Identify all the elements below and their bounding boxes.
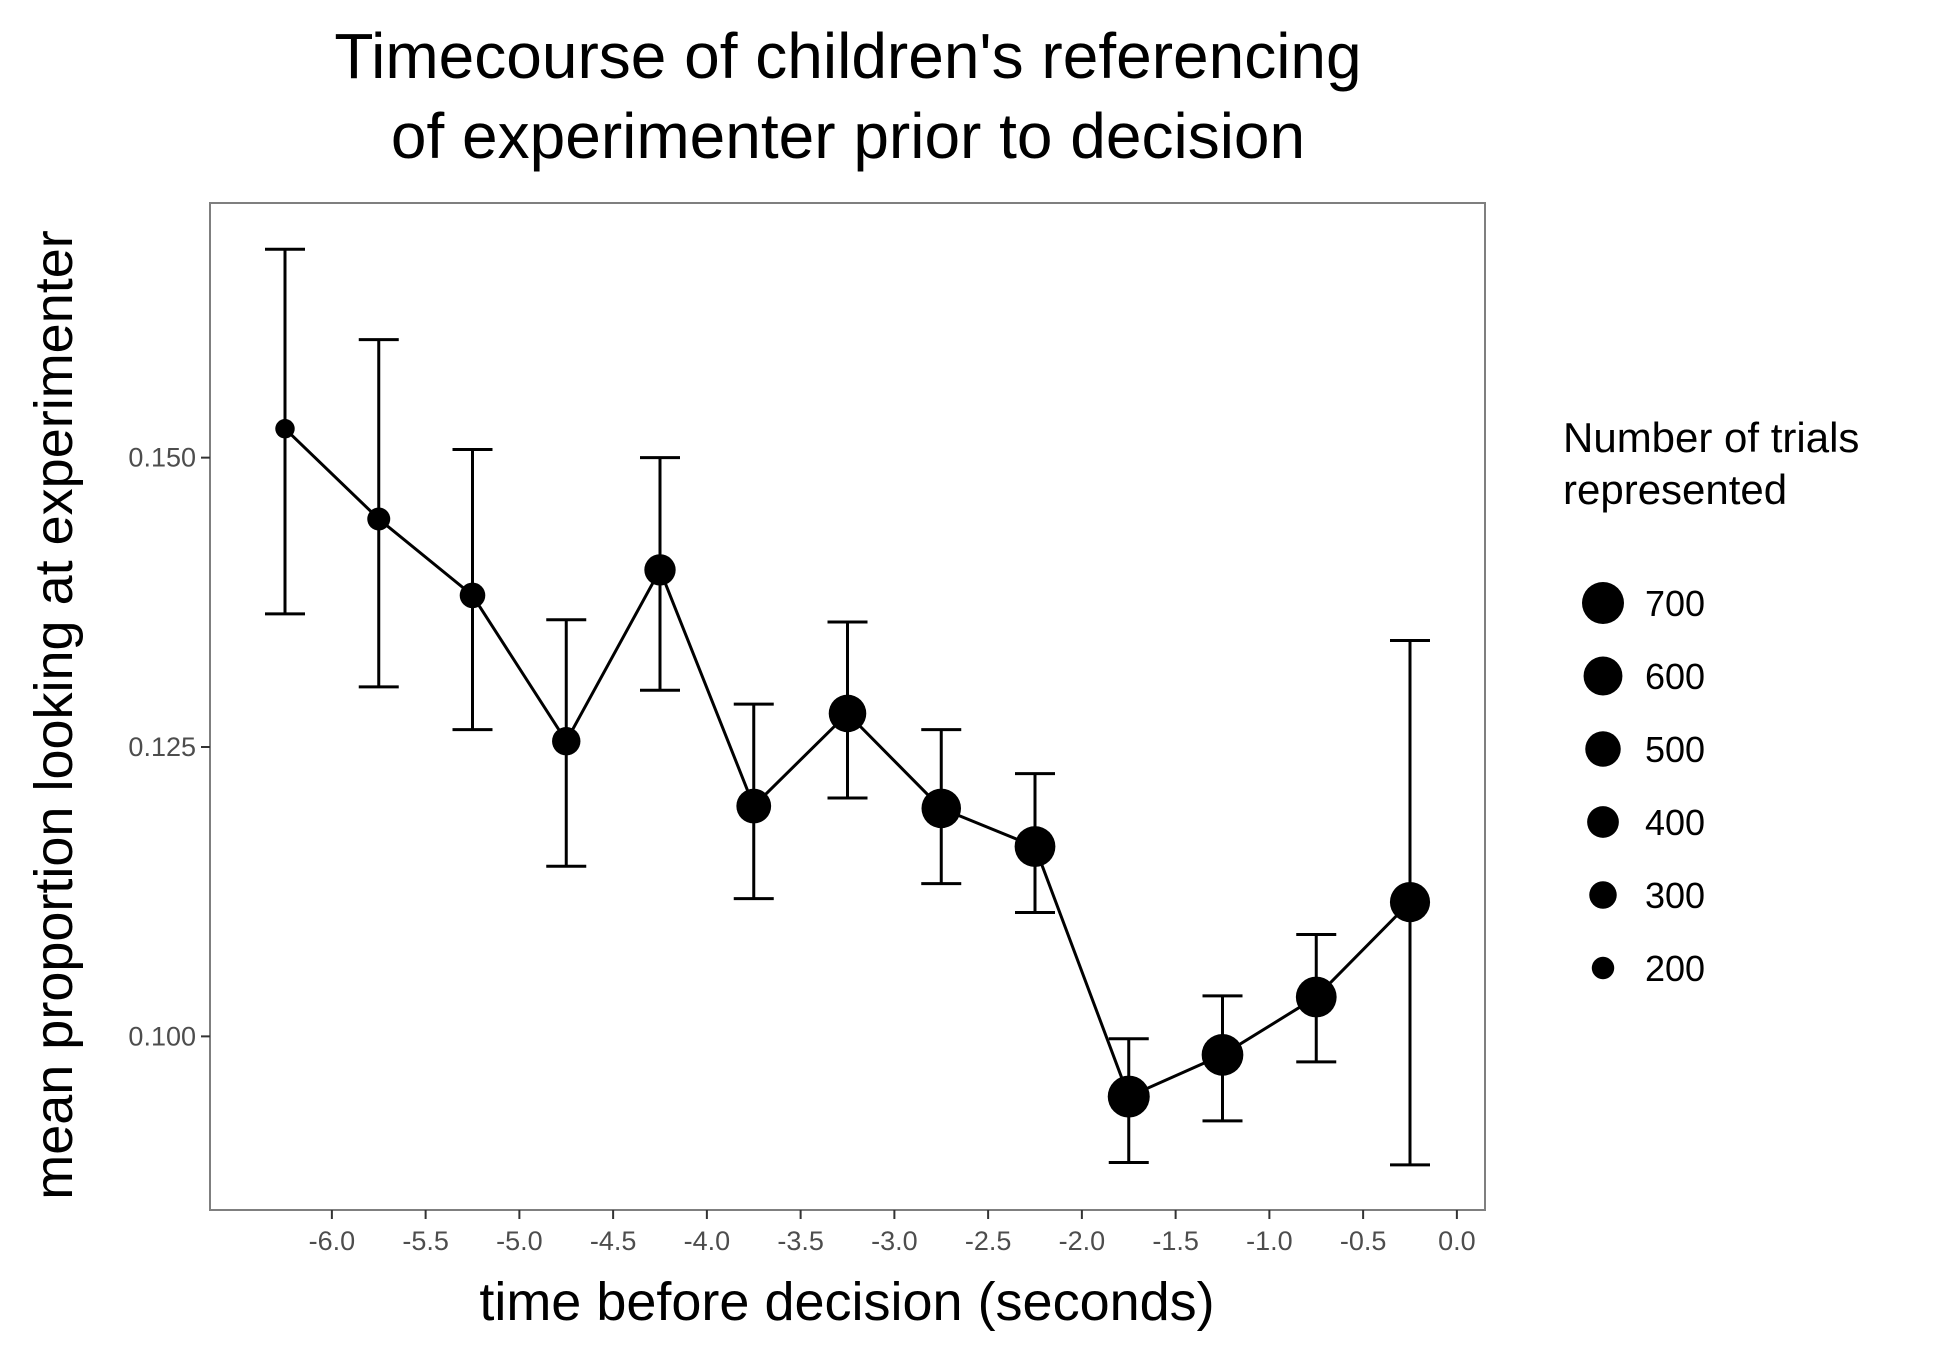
- legend-entry: 400: [1587, 802, 1705, 843]
- data-point: [828, 694, 867, 733]
- x-tick-label: -3.0: [871, 1226, 918, 1256]
- x-tick-label: -1.5: [1152, 1226, 1199, 1256]
- legend-key-circle: [1587, 806, 1619, 838]
- legend-entry: 600: [1583, 656, 1705, 697]
- x-tick-label: -0.5: [1340, 1226, 1387, 1256]
- legend-entry: 300: [1589, 875, 1705, 916]
- legend-key-circle: [1583, 656, 1623, 696]
- x-tick-label: -2.5: [965, 1226, 1012, 1256]
- data-point: [367, 507, 391, 531]
- x-axis: -6.0 -5.5 -5.0 -4.5 -4.0 -3.5 -3.0 -2.5 -2.0 -1.5…: [309, 1210, 1476, 1256]
- y-axis-label: mean proportion looking at experimenter: [24, 230, 84, 1200]
- y-tick-label: 0.125: [128, 732, 196, 762]
- x-tick-label: -5.0: [496, 1226, 543, 1256]
- x-tick-label: -5.5: [402, 1226, 449, 1256]
- x-tick-label: -4.5: [590, 1226, 637, 1256]
- x-tick-label: -6.0: [309, 1226, 356, 1256]
- data-point: [1107, 1075, 1150, 1118]
- size-legend: Number of trials represented 700 600 500 400 3…: [1563, 414, 1859, 989]
- legend-entry: 200: [1591, 948, 1705, 989]
- y-axis: 0.100 0.125 0.150: [128, 443, 210, 1051]
- data-point: [459, 582, 486, 609]
- data-point: [1389, 882, 1431, 923]
- data-point: [644, 554, 676, 586]
- legend-entry: 700: [1582, 582, 1705, 624]
- x-axis-label: time before decision (seconds): [479, 1272, 1214, 1332]
- data-point: [1295, 976, 1337, 1018]
- legend-entry: 500: [1585, 729, 1705, 770]
- x-tick-label: 0.0: [1438, 1226, 1476, 1256]
- data-point: [736, 788, 772, 824]
- legend-label: 700: [1645, 583, 1705, 624]
- legend-title-line-1: Number of trials: [1563, 414, 1859, 461]
- y-tick-label: 0.150: [128, 443, 196, 473]
- legend-label: 400: [1645, 802, 1705, 843]
- y-tick-label: 0.100: [128, 1021, 196, 1051]
- legend-key-circle: [1591, 956, 1615, 980]
- chart-title-line-1: Timecourse of children's referencing: [334, 20, 1361, 92]
- data-points: [275, 418, 1431, 1118]
- x-tick-label: -4.0: [684, 1226, 731, 1256]
- legend-label: 600: [1645, 656, 1705, 697]
- legend-key-circle: [1582, 582, 1624, 624]
- legend-key-circle: [1589, 881, 1617, 909]
- legend-key-circle: [1585, 731, 1621, 767]
- data-point: [1201, 1034, 1244, 1076]
- panel-border: [209, 202, 1486, 1211]
- chart-title-line-2: of experimenter prior to decision: [391, 100, 1305, 172]
- data-point: [275, 418, 295, 439]
- x-tick-label: -2.0: [1059, 1226, 1106, 1256]
- data-point: [552, 727, 581, 756]
- data-point: [1014, 826, 1056, 867]
- x-tick-label: -3.5: [777, 1226, 824, 1256]
- plot-panel: [209, 202, 1486, 1211]
- legend-title-line-2: represented: [1563, 466, 1787, 513]
- x-tick-label: -1.0: [1246, 1226, 1293, 1256]
- legend-label: 500: [1645, 729, 1705, 770]
- legend-label: 200: [1645, 948, 1705, 989]
- chart-title: Timecourse of children's referencing of e…: [334, 20, 1361, 172]
- data-point: [921, 788, 962, 829]
- legend-label: 300: [1645, 875, 1705, 916]
